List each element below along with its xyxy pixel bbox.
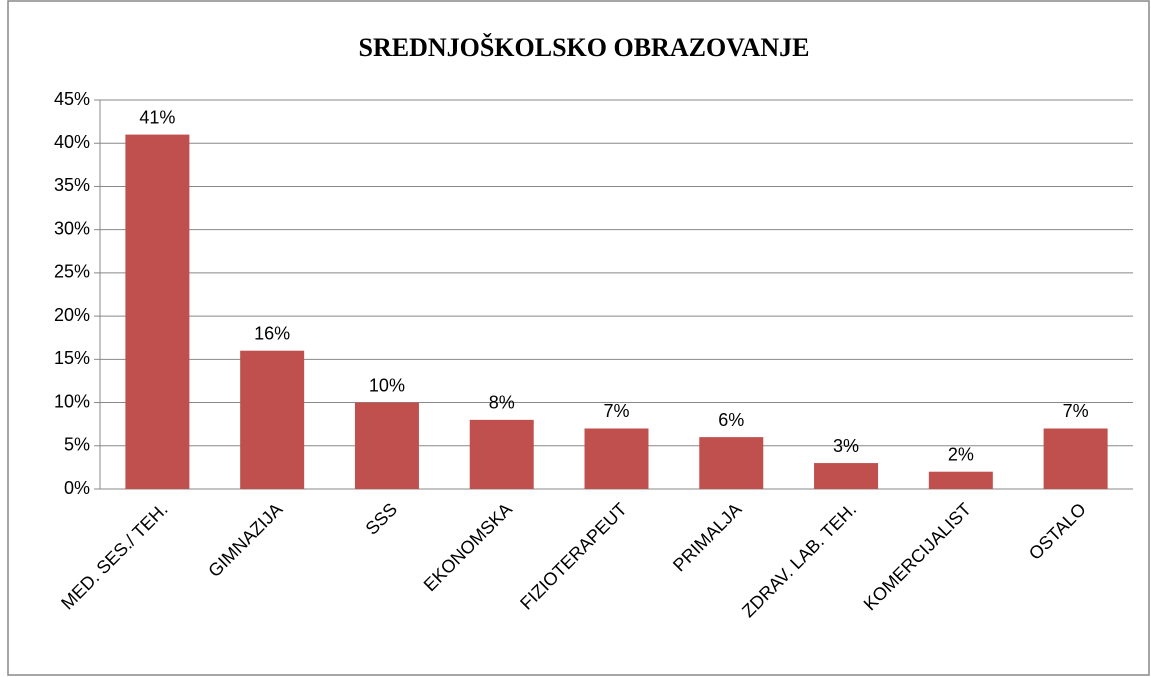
bar [699,437,764,489]
data-label: 41% [139,107,175,127]
data-label: 8% [489,393,515,413]
y-tick-label: 45% [54,89,90,109]
data-label: 16% [254,323,290,343]
y-tick-label: 10% [54,391,90,411]
y-tick-label: 35% [54,175,90,195]
y-tick-label: 20% [54,305,90,325]
chart-title: SREDNJOŠKOLSKO OBRAZOVANJE [358,33,809,62]
data-label: 10% [369,375,405,395]
data-label: 6% [718,410,744,430]
bar [928,471,993,489]
data-label: 3% [833,436,859,456]
bar [354,402,419,489]
y-tick-label: 5% [64,435,90,455]
y-tick-label: 15% [54,348,90,368]
bar [240,350,305,489]
bar [1043,428,1108,489]
y-tick-label: 25% [54,262,90,282]
data-label: 2% [948,444,974,464]
bar [814,463,879,489]
chart-border [7,0,1150,676]
y-tick-label: 30% [54,218,90,238]
bar [125,134,190,490]
bar [584,428,649,489]
data-label: 7% [1063,401,1089,421]
y-tick-label: 0% [64,478,90,498]
bar [469,419,534,489]
data-label: 7% [603,401,629,421]
y-tick-label: 40% [54,132,90,152]
